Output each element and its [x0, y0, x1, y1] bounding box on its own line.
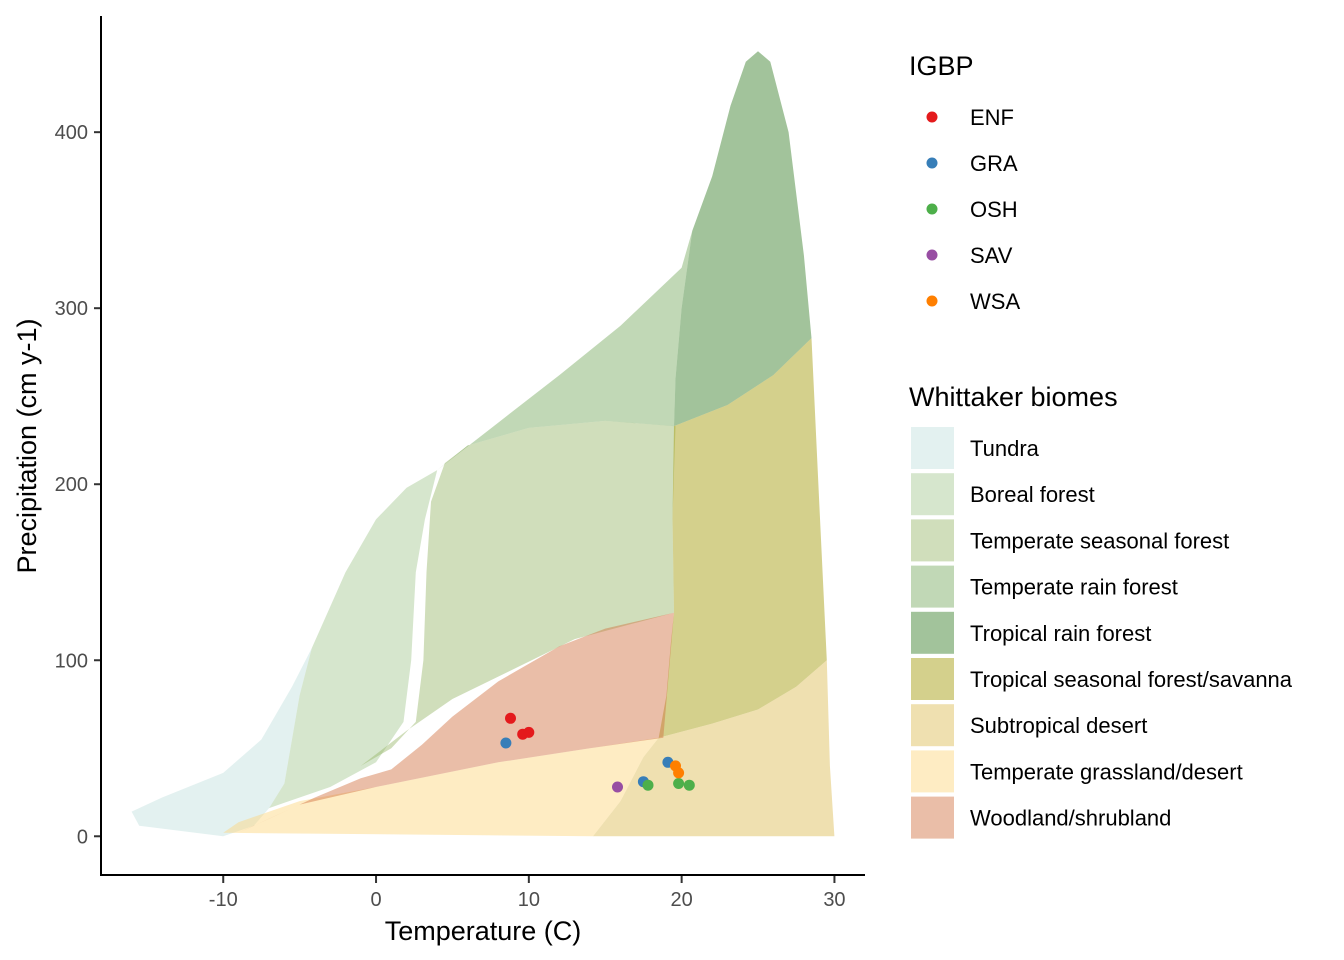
legend-biome-label-temperate-grassland-desert: Temperate grassland/desert	[970, 759, 1243, 784]
legend-igbp-label-osh: OSH	[970, 197, 1018, 222]
biome-region-subtropical-desert	[593, 660, 835, 837]
data-point-enf	[523, 726, 535, 738]
y-tick-label: 100	[55, 650, 88, 672]
legend-igbp-label-gra: GRA	[970, 151, 1018, 176]
y-tick-label: 300	[55, 298, 88, 320]
legend-biome-swatch-boreal-forest	[911, 473, 954, 516]
biome-region-temperate-rain-forest	[437, 230, 693, 471]
x-tick-label: -10	[209, 889, 238, 911]
x-tick-label: 0	[370, 889, 381, 911]
biome-region-woodland-shrubland	[238, 612, 674, 833]
biome-region-tropical-rain-forest	[674, 51, 812, 427]
biome-region-temperate-seasonal-forest	[360, 420, 676, 766]
legend-igbp-key-sav	[926, 249, 938, 261]
legend-biome-swatch-temperate-grassland-desert	[911, 750, 954, 793]
legend-biome-label-tropical-seasonal-forest-savanna: Tropical seasonal forest/savanna	[970, 667, 1293, 692]
legend-biome-swatch-subtropical-desert	[911, 704, 954, 747]
x-axis-title: Temperature (C)	[385, 916, 582, 946]
biome-region-tundra	[131, 647, 312, 837]
y-tick-label: 200	[55, 474, 88, 496]
x-tick-label: 20	[671, 889, 693, 911]
legend-biome-swatch-temperate-seasonal-forest	[911, 519, 954, 562]
data-point-wsa	[673, 767, 685, 779]
legend-igbp-key-gra	[926, 157, 938, 169]
legend-biome-label-temperate-rain-forest: Temperate rain forest	[970, 575, 1178, 600]
legend-biome-swatch-temperate-rain-forest	[911, 565, 954, 608]
legend-biome-label-temperate-seasonal-forest: Temperate seasonal forest	[970, 528, 1229, 553]
legend-biome-swatch-tundra	[911, 427, 954, 469]
legend-igbp-label-enf: ENF	[970, 105, 1014, 130]
legend-biomes-title: Whittaker biomes	[909, 382, 1118, 412]
y-tick-label: 0	[77, 826, 88, 848]
legend-biome-label-boreal-forest: Boreal forest	[970, 482, 1095, 507]
legend-igbp-label-sav: SAV	[970, 243, 1013, 268]
legend-biome-label-woodland-shrubland: Woodland/shrubland	[970, 806, 1171, 831]
data-point-osh	[683, 779, 695, 791]
legend-biomes: Whittaker biomes Tundra Boreal forest Temp…	[909, 382, 1293, 839]
data-point-enf	[505, 712, 516, 724]
biome-region-boreal-forest	[269, 470, 438, 809]
legend-igbp-key-wsa	[926, 295, 938, 307]
x-tick-label: 10	[518, 889, 540, 911]
axes	[100, 16, 865, 876]
y-tick-label: 400	[55, 122, 88, 144]
legend-igbp-key-enf	[926, 111, 938, 123]
biome-region-temperate-grassland-desert	[223, 737, 659, 837]
biome-region-tropical-seasonal-forest-savanna	[658, 338, 827, 738]
legend-biome-label-tundra: Tundra	[970, 436, 1040, 461]
data-point-osh	[642, 779, 654, 791]
x-tick-label: 30	[823, 889, 845, 911]
legend-biome-label-tropical-rain-forest: Tropical rain forest	[970, 621, 1151, 646]
legend-igbp-title: IGBP	[909, 51, 974, 81]
legend-igbp-key-osh	[926, 203, 938, 215]
data-point-gra	[500, 737, 512, 749]
legend-igbp-label-wsa: WSA	[970, 289, 1020, 314]
legend-biome-swatch-tropical-rain-forest	[911, 611, 954, 654]
legend-biome-swatch-tropical-seasonal-forest-savanna	[911, 658, 954, 700]
data-point-osh	[673, 778, 685, 789]
y-axis-title: Precipitation (cm y-1)	[12, 318, 42, 573]
legend-igbp: IGBP ENF GRA OSH SAV WSA	[909, 51, 1020, 314]
site-points	[500, 712, 695, 793]
biome-regions	[131, 51, 835, 837]
legend-biome-swatch-woodland-shrubland	[911, 796, 954, 839]
legend-biome-label-subtropical-desert: Subtropical desert	[970, 713, 1147, 738]
data-point-sav	[612, 781, 623, 793]
